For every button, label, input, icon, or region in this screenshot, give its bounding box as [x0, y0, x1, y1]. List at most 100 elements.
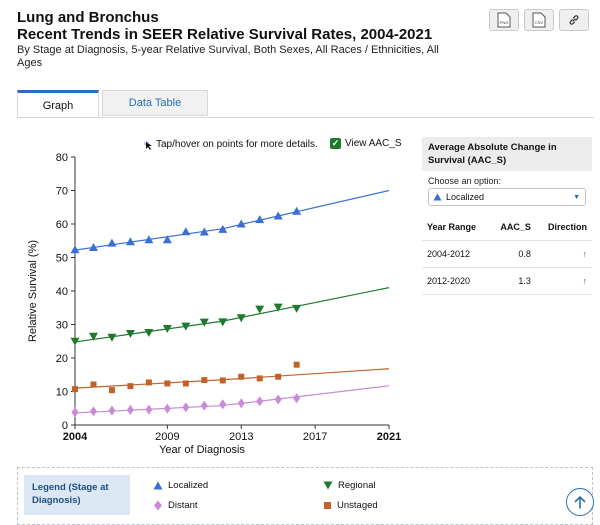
point-regional [125, 330, 135, 339]
point-regional [162, 325, 172, 334]
legend-title: Legend (Stage at Diagnosis) [24, 475, 130, 515]
y-tick-label: 60 [56, 219, 68, 231]
chevron-down-icon: ▼ [573, 194, 580, 201]
point-distant [274, 394, 282, 405]
point-unstaged [90, 381, 97, 388]
point-unstaged [182, 380, 189, 387]
legend-label: Regional [338, 480, 376, 491]
legend-label: Distant [168, 500, 198, 511]
point-localized [162, 235, 172, 244]
y-tick-label: 0 [62, 420, 68, 432]
hover-hint: Tap/hover on points for more details. [143, 139, 318, 150]
point-regional [181, 322, 191, 331]
aac-toggle[interactable]: ✓ View AAC_S [330, 138, 402, 149]
legend-label: Localized [168, 480, 209, 491]
point-regional [236, 314, 246, 323]
point-regional [218, 318, 228, 327]
point-unstaged [145, 379, 152, 386]
trend-line-distant [74, 385, 390, 414]
point-distant [200, 400, 208, 411]
survival-chart: Relative Survival (%) Year of Diagnosis … [27, 152, 401, 456]
aac-toggle-label: View AAC_S [345, 138, 402, 149]
scroll-top-button[interactable] [566, 488, 594, 516]
x-tick-label: 2017 [303, 431, 327, 443]
y-axis-label: Relative Survival (%) [27, 240, 39, 342]
hint-text: Tap/hover on points for more details. [156, 139, 318, 150]
y-tick-label: 50 [56, 253, 68, 265]
x-tick-label: 2009 [155, 431, 179, 443]
tab-data-table[interactable]: Data Table [102, 90, 208, 116]
point-unstaged [238, 373, 245, 380]
point-distant [145, 404, 153, 415]
direction-up-icon: ↑ [535, 267, 592, 295]
check-icon[interactable]: ✓ [330, 138, 341, 149]
y-tick-label: 40 [56, 286, 68, 298]
triangle-up-icon [153, 481, 163, 490]
x-axis-label: Year of Diagnosis [159, 444, 245, 456]
chart-subtitle: By Stage at Diagnosis, 5-year Relative S… [17, 44, 439, 69]
x-tick-label: 2004 [63, 431, 88, 443]
point-regional [199, 318, 209, 327]
header-year-range: Year Range [422, 214, 490, 241]
point-distant [182, 402, 190, 413]
point-regional [292, 304, 302, 313]
point-distant [256, 396, 264, 407]
point-unstaged [201, 377, 208, 384]
point-distant [108, 405, 116, 416]
point-localized [125, 237, 135, 246]
trend-line-localized [74, 189, 390, 251]
point-regional [88, 332, 98, 341]
legend-label: Unstaged [337, 500, 378, 511]
point-localized [199, 227, 209, 236]
point-regional [70, 337, 80, 346]
point-localized [70, 245, 80, 254]
table-row: 2004-2012 0.8 ↑ [422, 240, 592, 268]
point-regional [144, 329, 154, 338]
point-regional [107, 333, 117, 342]
x-tick-label: 2013 [229, 431, 253, 443]
point-distant [293, 393, 301, 404]
download-png-button[interactable]: PNG [489, 9, 519, 31]
point-distant [89, 406, 97, 417]
point-localized [88, 242, 98, 251]
row-value: 1.3 [489, 267, 536, 295]
point-localized [292, 206, 302, 215]
direction-up-icon: ↑ [535, 240, 592, 268]
csv-file-icon: CSV [532, 12, 546, 28]
point-distant [219, 399, 227, 410]
arrow-up-icon [574, 496, 586, 509]
chart-title-line1: Lung and Bronchus [17, 9, 159, 26]
choose-option-label: Choose an option: [428, 176, 502, 186]
square-icon [324, 502, 331, 509]
row-range: 2012-2020 [422, 267, 490, 295]
row-value: 0.8 [489, 240, 536, 268]
selected-stage: Localized [446, 192, 485, 202]
point-unstaged [275, 373, 282, 380]
header-aac: AAC_S [489, 214, 536, 241]
legend: Legend (Stage at Diagnosis) Localized Re… [17, 467, 593, 525]
tab-graph[interactable]: Graph [17, 90, 99, 118]
point-localized [273, 211, 283, 220]
point-unstaged [127, 383, 134, 390]
diamond-icon [154, 500, 162, 511]
header-direction: Direction [535, 214, 592, 241]
point-unstaged [219, 377, 226, 384]
y-tick-label: 80 [56, 152, 68, 164]
link-icon [569, 15, 579, 25]
point-unstaged [256, 375, 263, 382]
stage-select[interactable]: Localized ▼ [428, 188, 586, 206]
image-file-icon: PNG [497, 12, 511, 28]
legend-item-distant: Distant [153, 500, 198, 511]
table-row: 2012-2020 1.3 ↑ [422, 267, 592, 295]
copy-link-button[interactable] [559, 9, 589, 31]
point-unstaged [164, 380, 171, 387]
point-unstaged [72, 386, 78, 393]
point-regional [273, 303, 283, 312]
download-csv-button[interactable]: CSV [524, 9, 554, 31]
y-tick-label: 70 [56, 186, 68, 198]
legend-item-localized: Localized [153, 480, 208, 491]
x-tick-label: 2021 [377, 431, 401, 443]
tab-divider [17, 117, 594, 118]
row-range: 2004-2012 [422, 240, 490, 268]
point-localized [181, 227, 191, 236]
